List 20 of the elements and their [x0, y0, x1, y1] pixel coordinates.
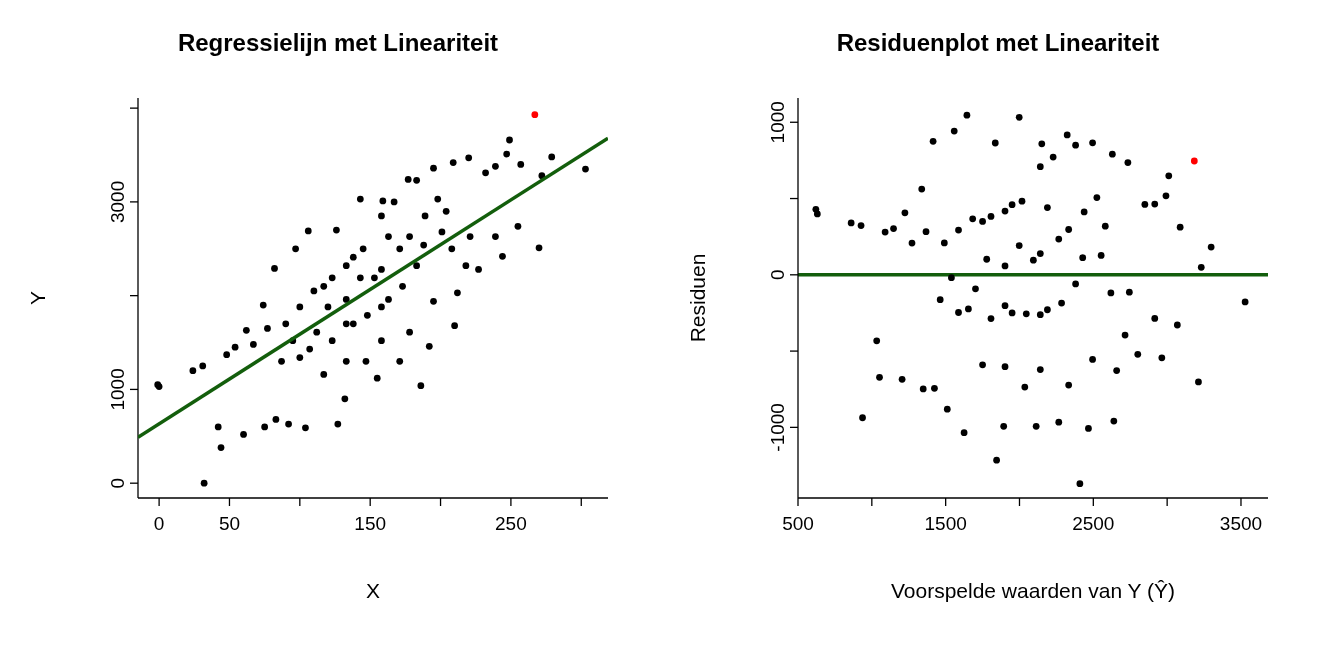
y-tick-label: 0: [767, 269, 788, 281]
x-tick-label: 2500: [1072, 513, 1115, 534]
y-tick-label: 1000: [107, 368, 128, 411]
x-tick-label: 3500: [1219, 513, 1263, 534]
y-tick-label: 1000: [767, 101, 788, 144]
x-tick-label: 500: [782, 513, 814, 534]
x-axis-title: X: [365, 579, 381, 602]
x-tick-label: 150: [354, 513, 387, 534]
y-tick-label: -1000: [767, 403, 788, 452]
y-tick-label: 3000: [107, 180, 128, 224]
y-axis-title: Y: [26, 290, 50, 306]
x-tick-label: 1500: [924, 513, 967, 534]
y-tick-label: 0: [107, 477, 128, 489]
x-tick-label: 0: [153, 513, 165, 534]
chart-title: Regressielijn met Lineariteit: [176, 28, 500, 58]
x-axis-title: Voorspelde waarden van Y (Ŷ): [890, 579, 1176, 602]
y-axis-title: Residuen: [686, 253, 710, 343]
x-tick-label: 50: [218, 513, 241, 534]
x-tick-label: 250: [495, 513, 527, 534]
chart-title: Residuenplot met Lineariteit: [835, 28, 1161, 58]
